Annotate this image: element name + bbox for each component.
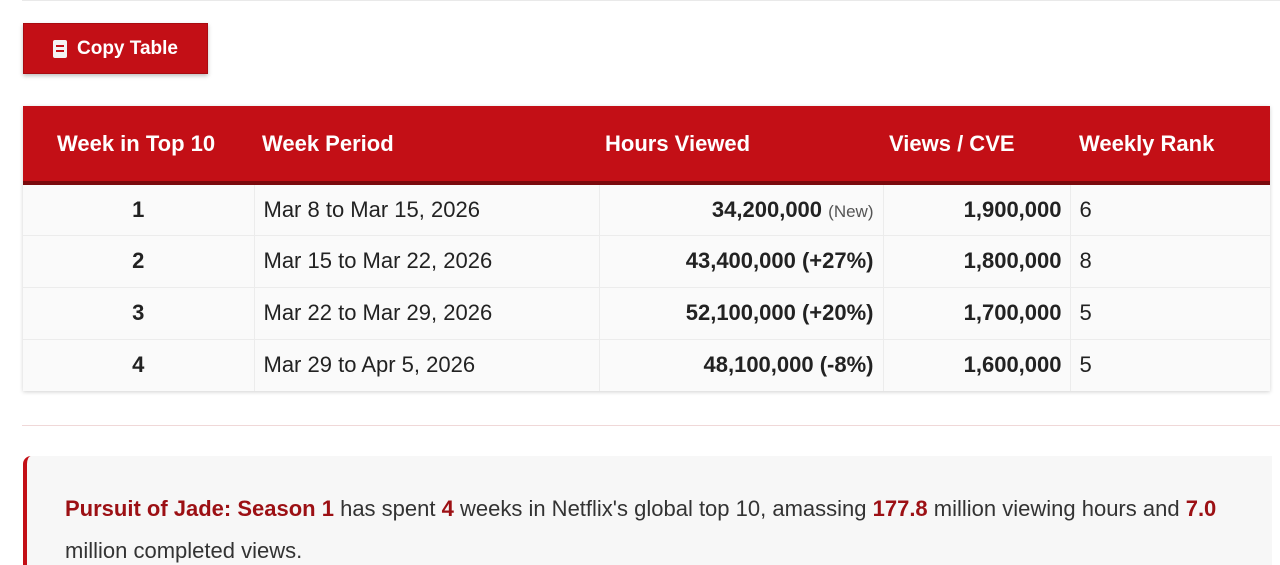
header-hours-viewed[interactable]: Hours Viewed — [599, 106, 883, 185]
hours-new-note: (New) — [828, 201, 874, 221]
clipboard-icon — [53, 39, 67, 58]
summary-views: 7.0 — [1185, 496, 1217, 521]
cell-period: Mar 22 to Mar 29, 2026 — [254, 287, 600, 340]
cell-hours: 43,400,000 (+27%) — [599, 235, 884, 288]
cell-rank: 5 — [1070, 287, 1270, 340]
summary-text: has spent — [333, 496, 442, 521]
cell-week: 2 — [23, 235, 255, 288]
header-week-period[interactable]: Week Period — [254, 106, 599, 185]
cell-period: Mar 15 to Mar 22, 2026 — [254, 235, 600, 288]
cell-hours: 48,100,000 (-8%) — [599, 339, 884, 391]
header-week-in-top10[interactable]: Week in Top 10 — [23, 106, 254, 185]
cell-period: Mar 29 to Apr 5, 2026 — [254, 339, 600, 391]
summary-hours: 177.8 — [872, 496, 928, 521]
top10-table: Week in Top 10 Week Period Hours Viewed … — [23, 106, 1270, 391]
cell-views: 1,900,000 — [883, 183, 1071, 236]
summary-weeks: 4 — [441, 496, 454, 521]
cell-week: 1 — [23, 183, 255, 236]
table-header-row: Week in Top 10 Week Period Hours Viewed … — [23, 106, 1270, 185]
summary-box: Pursuit of Jade: Season 1 has spent 4 we… — [23, 456, 1272, 565]
table-row: 2 Mar 15 to Mar 22, 2026 43,400,000 (+27… — [23, 235, 1270, 288]
cell-rank: 6 — [1070, 183, 1270, 236]
cell-hours: 34,200,000 (New) — [599, 183, 884, 236]
cell-views: 1,700,000 — [883, 287, 1071, 340]
cell-week: 4 — [23, 339, 255, 391]
cell-rank: 8 — [1070, 235, 1270, 288]
cell-week: 3 — [23, 287, 255, 340]
table-body: 1 Mar 8 to Mar 15, 2026 34,200,000 (New)… — [23, 183, 1270, 391]
cell-hours: 52,100,000 (+20%) — [599, 287, 884, 340]
hours-value: 34,200,000 — [711, 196, 823, 222]
top10-table-container: Week in Top 10 Week Period Hours Viewed … — [23, 106, 1270, 391]
cell-rank: 5 — [1079, 352, 1092, 378]
cell-views: 1,800,000 — [883, 235, 1071, 288]
cell-period: Mar 8 to Mar 15, 2026 — [254, 183, 600, 236]
summary-text: million viewing hours and — [927, 496, 1186, 521]
header-views-cve[interactable]: Views / CVE — [883, 106, 1070, 185]
summary-show-title: Pursuit of Jade: Season 1 — [65, 496, 334, 521]
table-row: 1 Mar 8 to Mar 15, 2026 34,200,000 (New)… — [23, 183, 1270, 236]
copy-table-label: Copy Table — [77, 37, 178, 59]
table-header: Week in Top 10 Week Period Hours Viewed … — [23, 106, 1270, 185]
top-divider — [22, 0, 1280, 1]
table-row: 4 Mar 29 to Apr 5, 2026 48,100,000 (-8%)… — [23, 339, 1270, 391]
header-weekly-rank[interactable]: Weekly Rank — [1070, 106, 1270, 185]
summary-text: million completed views. — [65, 538, 303, 563]
section-divider — [22, 425, 1280, 426]
cell-views: 1,600,000 — [883, 339, 1071, 391]
summary-text: weeks in Netflix's global top 10, amassi… — [453, 496, 873, 521]
table-row: 3 Mar 22 to Mar 29, 2026 52,100,000 (+20… — [23, 287, 1270, 340]
copy-table-button[interactable]: Copy Table — [23, 23, 208, 74]
